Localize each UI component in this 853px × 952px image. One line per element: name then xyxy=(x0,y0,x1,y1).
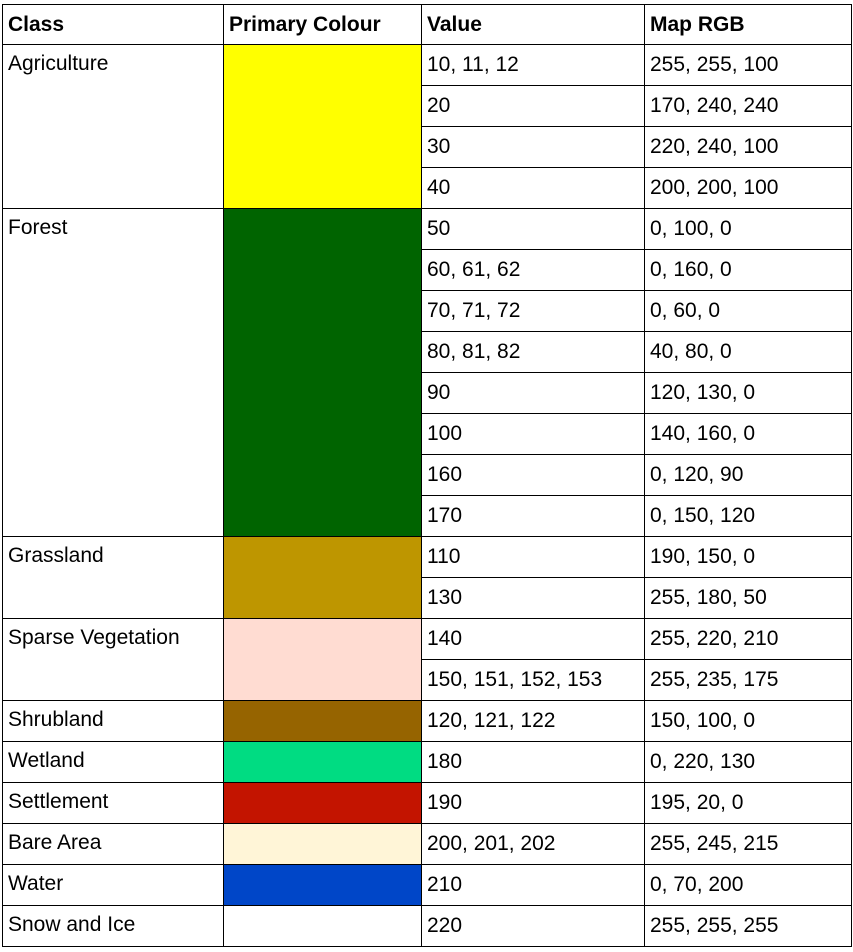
primary-colour-swatch xyxy=(223,782,422,824)
map-rgb-cell: 140, 160, 0 xyxy=(644,413,852,455)
primary-colour-swatch xyxy=(223,536,422,619)
table-row: 130 255, 180, 50 xyxy=(3,577,852,619)
value-cell: 110 xyxy=(421,536,645,578)
value-cell: 210 xyxy=(421,864,645,906)
map-rgb-cell: 255, 180, 50 xyxy=(644,577,852,619)
primary-colour-swatch xyxy=(223,905,422,947)
table-row: 150, 151, 152, 153 255, 235, 175 xyxy=(3,659,852,701)
value-cell: 90 xyxy=(421,372,645,414)
map-rgb-cell: 255, 220, 210 xyxy=(644,618,852,660)
table-row: 40 200, 200, 100 xyxy=(3,167,852,209)
table-body: Agriculture 10, 11, 12 255, 255, 100 20 170,… xyxy=(2,44,852,947)
value-cell: 140 xyxy=(421,618,645,660)
class-name-cell: Snow and Ice xyxy=(2,905,224,947)
header-map-rgb: Map RGB xyxy=(644,4,852,45)
value-cell: 30 xyxy=(421,126,645,168)
primary-colour-swatch xyxy=(223,700,422,742)
map-rgb-cell: 255, 255, 100 xyxy=(644,44,852,86)
value-cell: 160 xyxy=(421,454,645,496)
class-name-cell: Settlement xyxy=(2,782,224,824)
value-cell: 50 xyxy=(421,208,645,250)
table-row: 170 0, 150, 120 xyxy=(3,495,852,537)
landcover-legend-table: Class Primary Colour Value Map RGB Agric… xyxy=(2,4,852,947)
primary-colour-swatch xyxy=(223,864,422,906)
map-rgb-cell: 40, 80, 0 xyxy=(644,331,852,373)
value-cell: 100 xyxy=(421,413,645,455)
value-cell: 70, 71, 72 xyxy=(421,290,645,332)
header-value: Value xyxy=(421,4,645,45)
value-cell: 20 xyxy=(421,85,645,127)
table-row: Snow and Ice 220 255, 255, 255 xyxy=(2,905,852,947)
class-name-cell: Bare Area xyxy=(2,823,224,865)
map-rgb-cell: 150, 100, 0 xyxy=(644,700,852,742)
table-row: 60, 61, 62 0, 160, 0 xyxy=(3,249,852,291)
table-row: Sparse Vegetation 140 255, 220, 210 xyxy=(2,618,852,701)
table-row: Settlement 190 195, 20, 0 xyxy=(2,782,852,824)
value-cell: 220 xyxy=(421,905,645,947)
map-rgb-cell: 0, 160, 0 xyxy=(644,249,852,291)
primary-colour-swatch xyxy=(223,823,422,865)
class-name-cell: Grassland xyxy=(2,536,224,619)
value-cell: 80, 81, 82 xyxy=(421,331,645,373)
table-row: 100 140, 160, 0 xyxy=(3,413,852,455)
table-row: Grassland 110 190, 150, 0 xyxy=(2,536,852,619)
table-row: 70, 71, 72 0, 60, 0 xyxy=(3,290,852,332)
class-name-cell: Water xyxy=(2,864,224,906)
map-rgb-cell: 0, 220, 130 xyxy=(644,741,852,783)
table-row: Agriculture 10, 11, 12 255, 255, 100 xyxy=(2,44,852,209)
value-cell: 190 xyxy=(421,782,645,824)
value-cell: 150, 151, 152, 153 xyxy=(421,659,645,701)
class-name-cell: Forest xyxy=(2,208,224,537)
header-class: Class xyxy=(2,4,224,45)
map-rgb-cell: 255, 245, 215 xyxy=(644,823,852,865)
map-rgb-cell: 220, 240, 100 xyxy=(644,126,852,168)
value-cell: 180 xyxy=(421,741,645,783)
table-row: Shrubland 120, 121, 122 150, 100, 0 xyxy=(2,700,852,742)
value-cell: 60, 61, 62 xyxy=(421,249,645,291)
value-cell: 10, 11, 12 xyxy=(421,44,645,86)
map-rgb-cell: 0, 150, 120 xyxy=(644,495,852,537)
primary-colour-swatch xyxy=(223,741,422,783)
map-rgb-cell: 255, 255, 255 xyxy=(644,905,852,947)
value-cell: 170 xyxy=(421,495,645,537)
value-cell: 200, 201, 202 xyxy=(421,823,645,865)
class-name-cell: Sparse Vegetation xyxy=(2,618,224,701)
table-row: Wetland 180 0, 220, 130 xyxy=(2,741,852,783)
map-rgb-cell: 190, 150, 0 xyxy=(644,536,852,578)
class-name-cell: Wetland xyxy=(2,741,224,783)
table-row: 20 170, 240, 240 xyxy=(3,85,852,127)
map-rgb-cell: 255, 235, 175 xyxy=(644,659,852,701)
primary-colour-swatch xyxy=(223,618,422,701)
map-rgb-cell: 170, 240, 240 xyxy=(644,85,852,127)
map-rgb-cell: 0, 60, 0 xyxy=(644,290,852,332)
table-row: Forest 50 0, 100, 0 xyxy=(2,208,852,537)
table-row: 90 120, 130, 0 xyxy=(3,372,852,414)
table-row: 30 220, 240, 100 xyxy=(3,126,852,168)
value-cell: 120, 121, 122 xyxy=(421,700,645,742)
primary-colour-swatch xyxy=(223,208,422,537)
class-name-cell: Shrubland xyxy=(2,700,224,742)
table-row: Water 210 0, 70, 200 xyxy=(2,864,852,906)
primary-colour-swatch xyxy=(223,44,422,209)
value-cell: 40 xyxy=(421,167,645,209)
map-rgb-cell: 0, 100, 0 xyxy=(644,208,852,250)
map-rgb-cell: 0, 70, 200 xyxy=(644,864,852,906)
table-row: 80, 81, 82 40, 80, 0 xyxy=(3,331,852,373)
class-name-cell: Agriculture xyxy=(2,44,224,209)
table-row: 160 0, 120, 90 xyxy=(3,454,852,496)
map-rgb-cell: 200, 200, 100 xyxy=(644,167,852,209)
header-row: Class Primary Colour Value Map RGB xyxy=(2,4,852,45)
table-row: Bare Area 200, 201, 202 255, 245, 215 xyxy=(2,823,852,865)
map-rgb-cell: 0, 120, 90 xyxy=(644,454,852,496)
value-cell: 130 xyxy=(421,577,645,619)
map-rgb-cell: 120, 130, 0 xyxy=(644,372,852,414)
map-rgb-cell: 195, 20, 0 xyxy=(644,782,852,824)
header-primary-colour: Primary Colour xyxy=(223,4,422,45)
